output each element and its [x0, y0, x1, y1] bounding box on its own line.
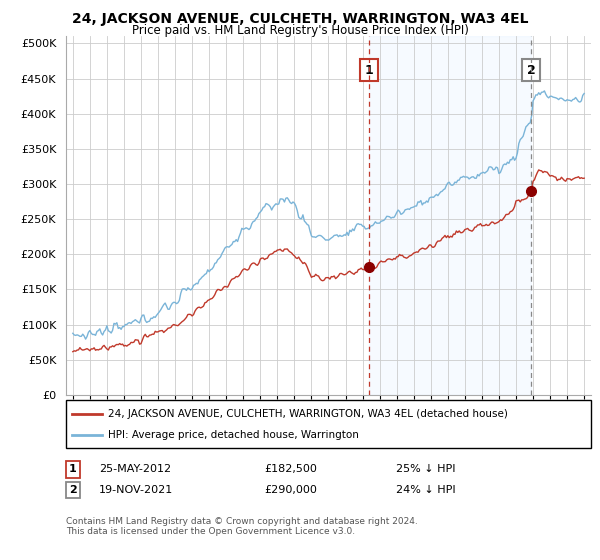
Bar — [369, 36, 531, 395]
Text: £182,500: £182,500 — [264, 464, 317, 474]
Text: Price paid vs. HM Land Registry's House Price Index (HPI): Price paid vs. HM Land Registry's House … — [131, 24, 469, 37]
Text: 24% ↓ HPI: 24% ↓ HPI — [396, 485, 455, 495]
Text: 25-MAY-2012: 25-MAY-2012 — [99, 464, 171, 474]
Text: 2: 2 — [527, 64, 535, 77]
Text: HPI: Average price, detached house, Warrington: HPI: Average price, detached house, Warr… — [108, 430, 359, 440]
Text: 19-NOV-2021: 19-NOV-2021 — [99, 485, 173, 495]
Text: 24, JACKSON AVENUE, CULCHETH, WARRINGTON, WA3 4EL: 24, JACKSON AVENUE, CULCHETH, WARRINGTON… — [72, 12, 528, 26]
Text: 2: 2 — [69, 485, 77, 495]
Text: 24, JACKSON AVENUE, CULCHETH, WARRINGTON, WA3 4EL (detached house): 24, JACKSON AVENUE, CULCHETH, WARRINGTON… — [108, 409, 508, 419]
Text: 1: 1 — [365, 64, 373, 77]
Text: £290,000: £290,000 — [264, 485, 317, 495]
Text: 25% ↓ HPI: 25% ↓ HPI — [396, 464, 455, 474]
Text: 1: 1 — [69, 464, 77, 474]
Text: Contains HM Land Registry data © Crown copyright and database right 2024.
This d: Contains HM Land Registry data © Crown c… — [66, 517, 418, 536]
